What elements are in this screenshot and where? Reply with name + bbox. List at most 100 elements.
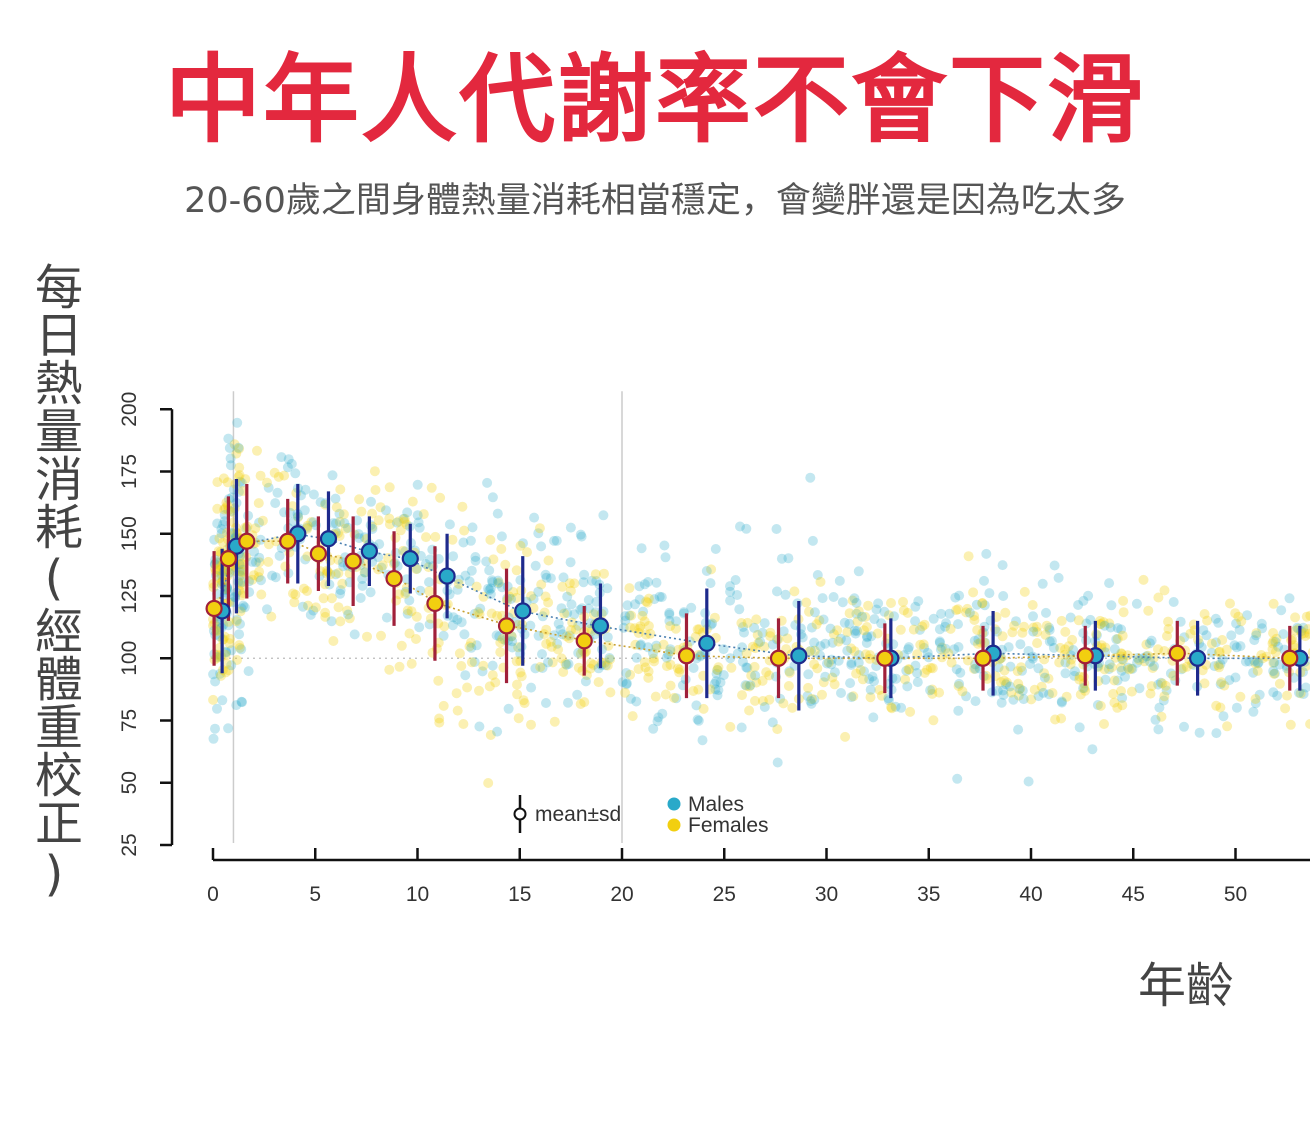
scatter-point-male bbox=[456, 617, 467, 628]
scatter-point-male bbox=[737, 642, 748, 653]
scatter-point-female bbox=[1163, 616, 1174, 627]
scatter-point-female bbox=[214, 533, 225, 544]
scatter-point-female bbox=[299, 583, 309, 594]
scatter-point-male bbox=[1252, 658, 1263, 669]
scatter-point-male bbox=[1065, 612, 1076, 623]
scatter-point-male bbox=[1014, 684, 1025, 694]
scatter-point-male bbox=[954, 590, 965, 601]
scatter-point-male bbox=[846, 692, 857, 703]
scatter-point-female bbox=[1159, 691, 1170, 702]
scatter-point-male bbox=[1046, 636, 1057, 646]
scatter-point-male bbox=[1250, 698, 1261, 709]
scatter-point-female bbox=[725, 721, 736, 732]
scatter-point-female bbox=[848, 691, 859, 702]
scatter-point-female bbox=[1055, 642, 1066, 653]
scatter-point-male bbox=[649, 594, 660, 605]
scatter-point-male bbox=[330, 569, 341, 580]
scatter-point-female bbox=[962, 603, 973, 614]
scatter-point-male bbox=[1153, 679, 1164, 690]
scatter-point-male bbox=[1038, 687, 1049, 698]
scatter-point-female bbox=[787, 702, 798, 713]
scatter-point-male bbox=[353, 529, 364, 540]
scatter-point-male bbox=[1127, 663, 1138, 674]
scatter-point-male bbox=[1153, 724, 1164, 735]
scatter-point-male bbox=[711, 668, 722, 679]
scatter-point-female bbox=[1096, 640, 1107, 651]
scatter-point-male bbox=[635, 639, 646, 650]
scatter-point-female bbox=[1268, 628, 1279, 638]
mean-point-males bbox=[401, 550, 419, 568]
scatter-point-male bbox=[274, 550, 285, 561]
scatter-point-female bbox=[235, 578, 246, 589]
scatter-point-female bbox=[651, 643, 662, 654]
scatter-point-female bbox=[1252, 665, 1263, 676]
scatter-point-male bbox=[1011, 616, 1021, 627]
scatter-point-male bbox=[398, 513, 409, 524]
scatter-point-male bbox=[625, 693, 636, 704]
scatter-point-female bbox=[694, 624, 705, 635]
scatter-point-male bbox=[913, 596, 924, 607]
scatter-point-male bbox=[569, 609, 580, 620]
scatter-point-male bbox=[448, 612, 459, 623]
scatter-point-male bbox=[695, 651, 706, 662]
scatter-point-female bbox=[602, 660, 613, 671]
scatter-point-male bbox=[210, 676, 221, 687]
scatter-point-female bbox=[640, 662, 651, 673]
scatter-point-female bbox=[1122, 650, 1133, 661]
scatter-point-female bbox=[634, 623, 645, 634]
scatter-point-female bbox=[706, 564, 717, 575]
scatter-point-male bbox=[665, 644, 676, 655]
mean-point-females bbox=[279, 532, 297, 550]
scatter-point-male bbox=[617, 677, 628, 688]
scatter-point-female bbox=[575, 699, 586, 709]
scatter-point-male bbox=[1025, 659, 1035, 669]
scatter-point-male bbox=[365, 587, 376, 598]
scatter-point-female bbox=[674, 667, 685, 678]
scatter-point-male bbox=[713, 685, 724, 696]
scatter-point-female bbox=[590, 569, 601, 580]
scatter-point-male bbox=[710, 544, 721, 554]
scatter-point-male bbox=[1112, 623, 1123, 634]
mean-point-males bbox=[1188, 649, 1207, 667]
mean-point-females bbox=[309, 545, 327, 563]
scatter-point-male bbox=[1257, 623, 1268, 634]
scatter-point-female bbox=[750, 643, 761, 654]
scatter-point-male bbox=[231, 700, 242, 711]
scatter-point-female bbox=[459, 525, 470, 536]
scatter-point-female bbox=[402, 605, 413, 616]
scatter-point-male bbox=[757, 627, 768, 638]
scatter-point-male bbox=[236, 477, 247, 488]
scatter-point-male bbox=[481, 556, 492, 567]
scatter-point-female bbox=[1126, 686, 1137, 697]
scatter-point-female bbox=[1040, 629, 1051, 640]
scatter-point-male bbox=[425, 554, 435, 565]
scatter-point-male bbox=[553, 618, 564, 629]
mean-point-females bbox=[426, 594, 444, 613]
scatter-point-male bbox=[955, 667, 966, 678]
scatter-point-male bbox=[1111, 634, 1122, 645]
scatter-point-male bbox=[1015, 639, 1026, 650]
mean-point-females bbox=[575, 632, 593, 650]
scatter-point-female bbox=[306, 517, 317, 527]
scatter-point-male bbox=[1104, 578, 1115, 589]
scatter-point-male bbox=[366, 496, 376, 507]
scatter-point-female bbox=[334, 531, 345, 541]
scatter-point-male bbox=[586, 575, 597, 586]
scatter-point-female bbox=[599, 657, 610, 668]
scatter-point-female bbox=[215, 670, 226, 681]
scatter-point-female bbox=[375, 502, 386, 513]
scatter-point-male bbox=[541, 698, 551, 708]
y-tick-label-125: 125 bbox=[118, 578, 141, 613]
scatter-point-female bbox=[861, 622, 872, 632]
scatter-point-male bbox=[1027, 653, 1038, 664]
scatter-point-female bbox=[801, 597, 812, 608]
scatter-point-male bbox=[862, 632, 872, 643]
scatter-point-female bbox=[1222, 721, 1233, 732]
scatter-point-female bbox=[1074, 674, 1085, 685]
scatter-point-female bbox=[832, 625, 843, 636]
scatter-point-male bbox=[209, 534, 220, 545]
scatter-point-male bbox=[735, 521, 745, 532]
scatter-point-female bbox=[757, 675, 768, 686]
scatter-point-male bbox=[357, 580, 368, 591]
